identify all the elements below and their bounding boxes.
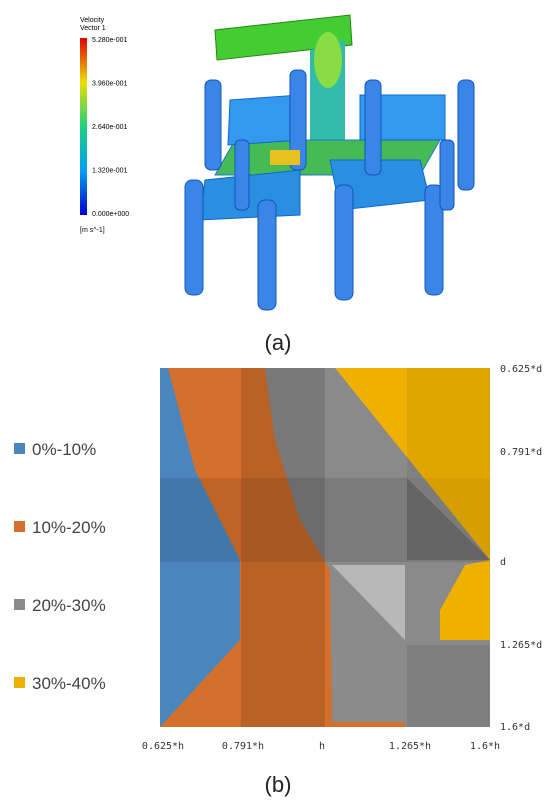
y-tick-label: 0.625*d bbox=[500, 364, 542, 375]
cfd-render bbox=[185, 15, 474, 310]
y-tick-label: d bbox=[500, 557, 506, 568]
x-tick-label: 1.6*h bbox=[470, 741, 500, 752]
y-tick-label: 1.6*d bbox=[500, 722, 530, 733]
legend-label: 20%-30% bbox=[32, 596, 106, 615]
scale-label: 3.960e-001 bbox=[92, 81, 128, 88]
legend-swatch bbox=[14, 677, 25, 688]
scale-label: 2.640e-001 bbox=[92, 124, 128, 131]
unit-label: [m s^-1] bbox=[80, 227, 105, 234]
figure: Velocity Vector 1 [m s^-1] (a) (b) 5.280… bbox=[0, 0, 557, 810]
caption: (b) bbox=[265, 772, 292, 797]
color-bar bbox=[80, 38, 87, 215]
x-tick-label: 0.625*h bbox=[142, 741, 184, 752]
legend-swatch bbox=[14, 521, 25, 532]
legend-label: 30%-40% bbox=[32, 674, 106, 693]
legend-label: 10%-20% bbox=[32, 518, 106, 537]
scale-label: 5.280e-001 bbox=[92, 37, 128, 44]
x-tick-label: h bbox=[319, 741, 325, 752]
y-tick-label: 1.265*d bbox=[500, 640, 542, 651]
legend-swatch bbox=[14, 599, 25, 610]
scale-label: 1.320e-001 bbox=[92, 168, 128, 175]
legend-label: 0%-10% bbox=[32, 440, 96, 459]
legend-subtitle: Vector 1 bbox=[80, 25, 106, 32]
legend-swatch bbox=[14, 443, 25, 454]
x-tick-label: 1.265*h bbox=[389, 741, 431, 752]
scale-label: 0.000e+000 bbox=[92, 211, 129, 218]
caption: (a) bbox=[265, 330, 292, 355]
legend-title: Velocity bbox=[80, 17, 105, 24]
contour-plot bbox=[160, 368, 490, 727]
y-tick-label: 0.791*d bbox=[500, 447, 542, 458]
x-tick-label: 0.791*h bbox=[222, 741, 264, 752]
